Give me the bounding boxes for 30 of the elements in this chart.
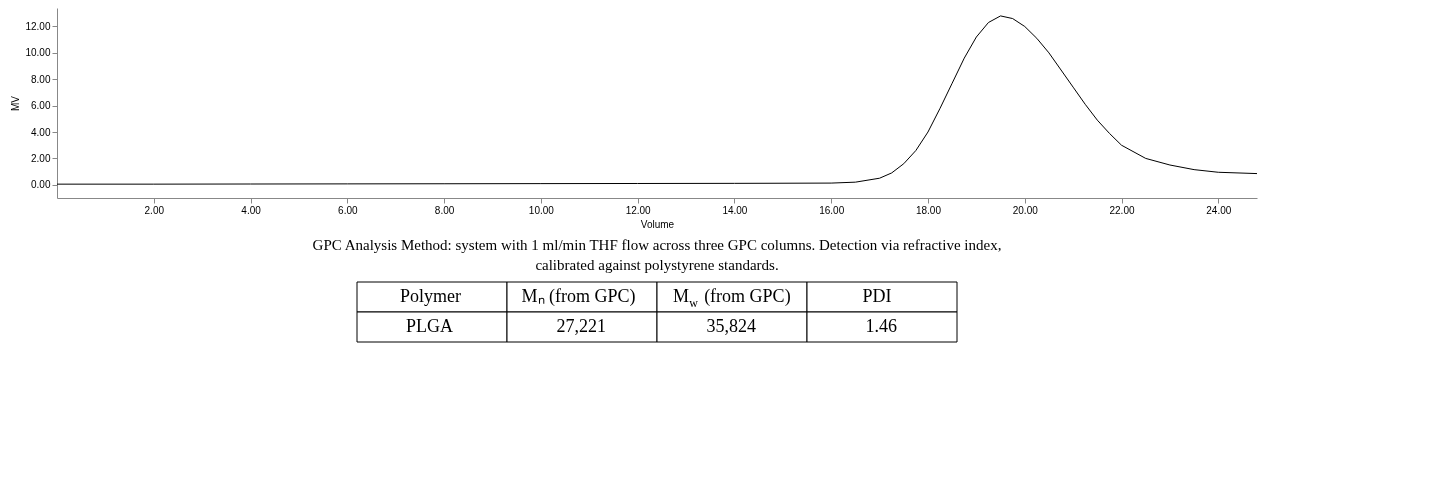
x-tick-label: 10.00 [528,204,555,216]
x-tick-label: 2.00 [144,204,165,216]
x-tick-label: 6.00 [338,204,358,216]
x-tick-label: 14.00 [722,204,748,216]
x-tick-label: 22.00 [1109,204,1135,216]
line-series [57,15,1257,185]
y-tick-label: 12.00 [25,20,51,32]
text: PDI [862,286,892,306]
x-tick-label: 4.00 [241,204,262,216]
y-tick-label: 2.00 [31,152,51,164]
text: Mₙ (from GPC) [521,286,636,307]
y-tick-label: 4.00 [31,126,51,138]
x-tick-label: 12.00 [625,204,652,216]
x-tick-label: 24.00 [1206,204,1232,216]
text: PLGA [406,316,454,336]
y-tick-label: 0.00 [31,179,51,191]
x-tick-label: 18.00 [915,204,942,216]
x-tick-label: 20.00 [1012,204,1039,216]
text: 35,824 [706,316,757,336]
y-tick-label: 6.00 [31,100,51,112]
text: 1.46 [865,316,898,336]
x-tick-label: 16.00 [819,204,845,216]
x-axis-title: Volume [640,218,675,230]
y-tick-label: 10.00 [25,47,51,59]
text: Polymer [400,286,462,306]
text: GPC Analysis Method: system with 1 ml/min THF flow across three GPC columns. Detection via refractive index, calibrated against polystyrene standards. [312,237,1002,273]
text: 27,221 [556,316,607,336]
x-tick-label: 8.00 [434,204,455,216]
y-tick-label: 8.00 [31,73,51,85]
y-axis-title: MV [10,95,22,111]
